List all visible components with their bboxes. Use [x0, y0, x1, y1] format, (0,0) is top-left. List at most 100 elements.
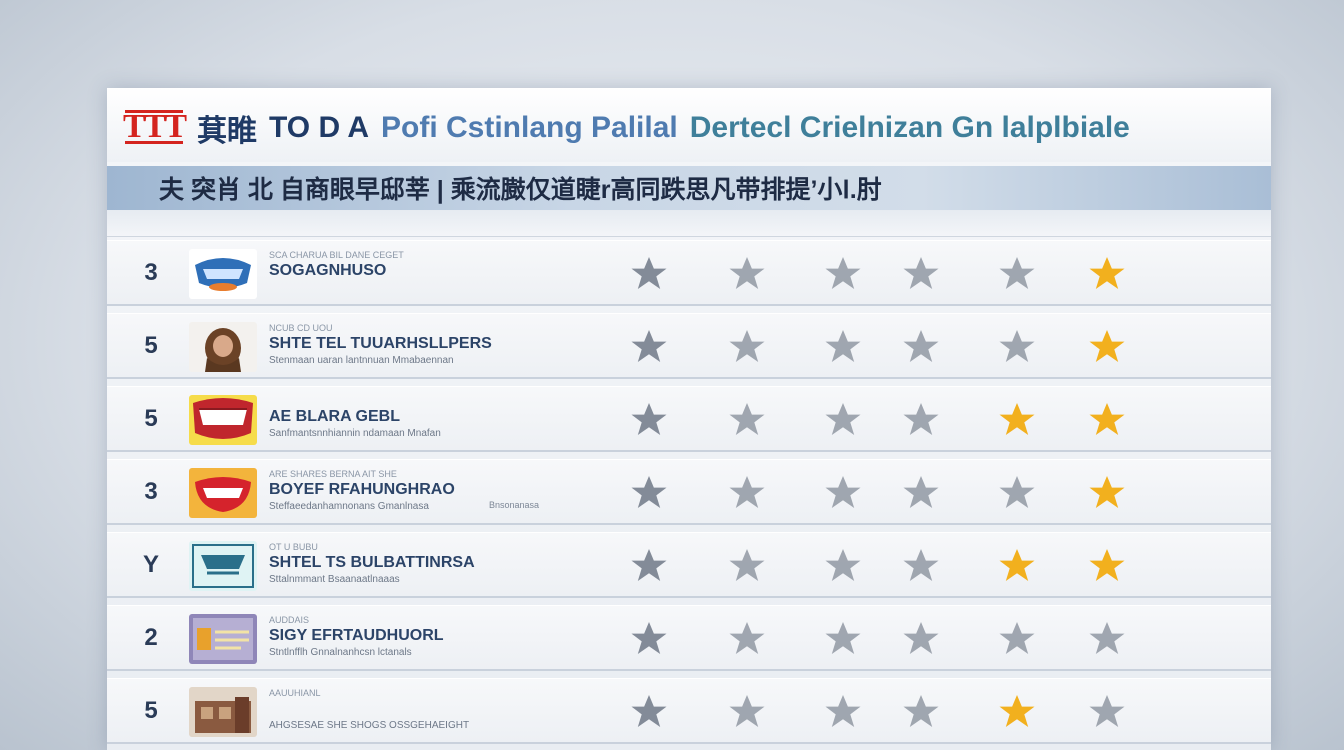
entry-name: SHTEL TS BULBATTINRSA — [269, 554, 475, 571]
entry-info: AUDDAIS SIGY EFRTAUDHUORL Stntlnfflh Gnnal… — [269, 614, 589, 664]
rating-star-icon — [899, 401, 943, 437]
entry-info: NCUB CD UOU SHTE TEL TUUARHSLLPERS Stenmaa… — [269, 322, 589, 372]
rank-number: 5 — [144, 332, 158, 359]
title-part-2: TO D A — [269, 111, 370, 144]
rank-number: 3 — [144, 259, 158, 286]
thumbnail-image — [189, 687, 257, 737]
entry-desc: Stntlnfflh Gnnalnanhcsn lctanals — [269, 647, 412, 658]
brand-logo: TTT — [122, 108, 187, 145]
rating-star-icon — [821, 255, 865, 291]
title-part-3: Pofi Cstinlang Palilal — [381, 111, 678, 144]
rating-star-icon — [725, 474, 769, 510]
rating-star-icon — [821, 474, 865, 510]
rating-star-icon — [995, 328, 1039, 364]
entry-tiny: SCA CHARUA BIL DANE CEGET — [269, 250, 404, 260]
entry-name — [269, 699, 589, 719]
title-part-4: Dertecl Crielnizan Gn lalplbiale — [689, 111, 1130, 144]
rating-star-icon — [995, 474, 1039, 510]
title-bar: TTT 萁睢 TO D A Pofi Cstinlang Palilal Der… — [107, 88, 1271, 162]
rating-star-icon — [995, 255, 1039, 291]
entry-info: ARE SHARES BERNA AIT SHE BOYEF RFAHUNGHRA… — [269, 468, 589, 518]
rank-number: 5 — [144, 405, 158, 432]
rating-star-icon — [821, 693, 865, 729]
rating-star-icon — [899, 693, 943, 729]
rank-number: 3 — [144, 478, 158, 505]
thumbnail-image — [189, 395, 257, 445]
rating-star-icon — [821, 328, 865, 364]
entry-name: BOYEF RFAHUNGHRAO — [269, 481, 455, 498]
rating-star-icon — [627, 401, 671, 437]
rating-star-icon — [821, 620, 865, 656]
title-part-1: 萁睢 — [197, 115, 257, 148]
table-row[interactable]: 3 SCA CHARUA BIL DANE CEGET SOGAGNHUSO — [107, 240, 1271, 306]
entry-tiny: OT U BUBU — [269, 542, 318, 552]
rating-star-icon — [627, 474, 671, 510]
rank-number: Y — [142, 551, 159, 578]
rating-star-icon — [627, 328, 671, 364]
table-row[interactable]: 5 AAUUHIANL AHGSESAE SHE SHOGS OSSGEHAEIGH… — [107, 678, 1271, 744]
rating-star-icon — [725, 547, 769, 583]
rating-star-icon — [899, 620, 943, 656]
rating-star-icon — [725, 693, 769, 729]
rank-number: 5 — [144, 697, 158, 724]
table-row[interactable]: 5 NCUB CD UOU SHTE TEL TUUARHSLLPERS Stenma… — [107, 313, 1271, 379]
rating-star-icon — [899, 474, 943, 510]
rating-star-icon — [899, 255, 943, 291]
rating-star-icon — [627, 620, 671, 656]
entry-name: SIGY EFRTAUDHUORL — [269, 627, 444, 644]
rating-star-icon — [1085, 693, 1129, 729]
entry-desc: Stenmaan uaran lantnnuan Mmabaennan — [269, 355, 454, 366]
entry-tiny — [269, 395, 589, 407]
table-row[interactable]: 3 ARE SHARES BERNA AIT SHE BOYEF RFAHUNGHR… — [107, 459, 1271, 525]
entry-info: AAUUHIANL AHGSESAE SHE SHOGS OSSGEHAEIGHT — [269, 687, 589, 737]
rating-star-icon — [725, 620, 769, 656]
table-row[interactable]: 5 AE BLARA GEBL Sanfmantsnnhiannin ndamaan… — [107, 386, 1271, 452]
rating-star-icon — [995, 620, 1039, 656]
rating-star-icon — [995, 401, 1039, 437]
entry-tiny: AAUUHIANL — [269, 688, 321, 698]
rating-star-icon — [1085, 401, 1129, 437]
entry-desc: Sanfmantsnnhiannin ndamaan Mnafan — [269, 428, 441, 439]
table-row[interactable]: 2 AUDDAIS SIGY EFRTAUDHUORL Stntlnfflh Gnna… — [107, 605, 1271, 671]
rating-star-icon — [1085, 255, 1129, 291]
entry-name: SHTE TEL TUUARHSLLPERS — [269, 335, 492, 352]
page-title: 萁睢 TO D A Pofi Cstinlang Palilal Dertecl… — [197, 108, 1257, 148]
entry-name: AE BLARA GEBL — [269, 408, 400, 425]
rating-star-icon — [725, 401, 769, 437]
entry-desc: AHGSESAE SHE SHOGS OSSGEHAEIGHT — [269, 720, 470, 731]
entry-extra: Bnsonanasa — [489, 500, 540, 510]
rating-star-icon — [627, 693, 671, 729]
rating-star-icon — [1085, 547, 1129, 583]
rating-star-icon — [725, 328, 769, 364]
entry-info: SCA CHARUA BIL DANE CEGET SOGAGNHUSO — [269, 249, 589, 299]
rating-star-icon — [627, 255, 671, 291]
thumbnail-image — [189, 541, 257, 591]
rating-star-icon — [1085, 474, 1129, 510]
subtitle-bar: 夫 突肖 北 自商眼早邸莘 | 乘流臌仅道睫r高同跌思凡带排提’小Ⅰ.肘 — [107, 166, 1271, 210]
header-spacer — [107, 210, 1271, 237]
rating-star-icon — [627, 547, 671, 583]
rating-star-icon — [1085, 328, 1129, 364]
table-row[interactable]: Y OT U BUBU SHTEL TS BULBATTINRSA Sttalnmma… — [107, 532, 1271, 598]
rating-star-icon — [899, 328, 943, 364]
entry-tiny: ARE SHARES BERNA AIT SHE — [269, 469, 397, 479]
rating-star-icon — [995, 547, 1039, 583]
thumbnail-image — [189, 322, 257, 372]
entry-tiny: NCUB CD UOU — [269, 323, 333, 333]
entry-name: SOGAGNHUSO — [269, 262, 387, 279]
rating-star-icon — [821, 547, 865, 583]
entry-tiny: AUDDAIS — [269, 615, 310, 625]
rating-star-icon — [725, 255, 769, 291]
rating-star-icon — [821, 401, 865, 437]
thumbnail-image — [189, 614, 257, 664]
rank-number: 2 — [144, 624, 158, 651]
thumbnail-image — [189, 468, 257, 518]
ranking-board: TTT 萁睢 TO D A Pofi Cstinlang Palilal Der… — [107, 88, 1271, 750]
entry-info: OT U BUBU SHTEL TS BULBATTINRSA Sttalnmman… — [269, 541, 589, 591]
entry-desc — [269, 281, 589, 295]
rating-star-icon — [1085, 620, 1129, 656]
rating-star-icon — [995, 693, 1039, 729]
entry-info: AE BLARA GEBL Sanfmantsnnhiannin ndamaan … — [269, 395, 589, 445]
entry-desc: Steffaeedanhamnonans Gmanlnasa — [269, 501, 429, 512]
entry-desc: Sttalnmmant Bsaanaatlnaaas — [269, 574, 400, 585]
